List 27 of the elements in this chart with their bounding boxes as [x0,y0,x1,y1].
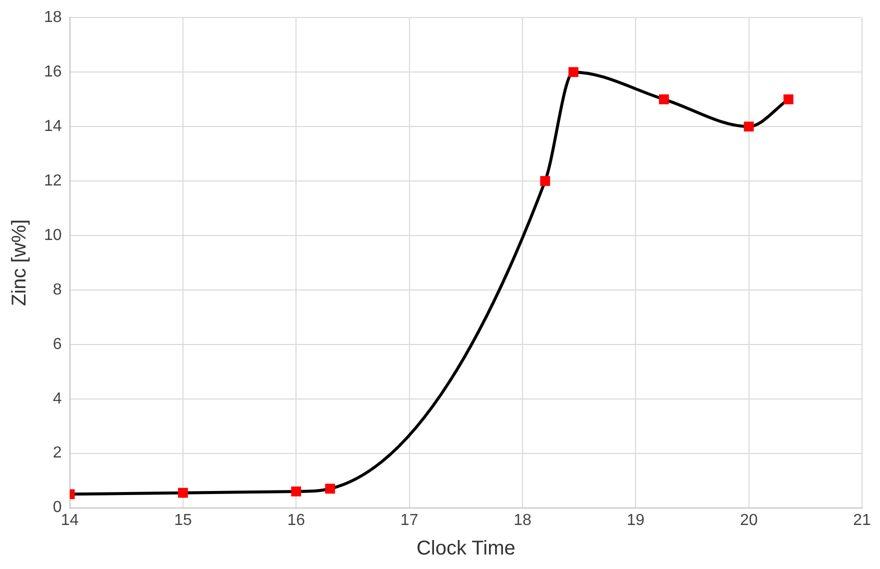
y-tick-label: 2 [52,444,62,462]
point [540,176,550,186]
y-tick-label: 12 [44,172,62,190]
y-axis-title: Zinc [w%] [8,219,31,306]
y-tick-label: 16 [44,63,62,80]
x-tick-label: 21 [853,512,871,529]
y-tick-label: 0 [52,499,62,516]
y-tick-label: 6 [52,336,62,353]
point [568,67,578,78]
x-tick-label: 19 [626,512,645,529]
point [744,122,754,132]
y-tick-label: 4 [52,390,62,408]
y-tick-label: 10 [44,226,62,244]
point [659,94,669,104]
x-tick-label: 20 [740,512,758,529]
point [783,94,794,104]
y-tick-label: 8 [52,281,62,298]
x-tick-label: 15 [174,512,192,529]
x-tick-label: 18 [514,512,532,529]
point [325,484,336,494]
x-tick-label: 16 [287,512,306,529]
point [178,488,188,498]
y-tick-label: 18 [44,9,62,26]
x-axis-title: Clock Time [416,538,516,560]
x-tick-label: 17 [400,512,418,529]
y-tick-label: 14 [44,118,62,135]
point [291,486,302,496]
